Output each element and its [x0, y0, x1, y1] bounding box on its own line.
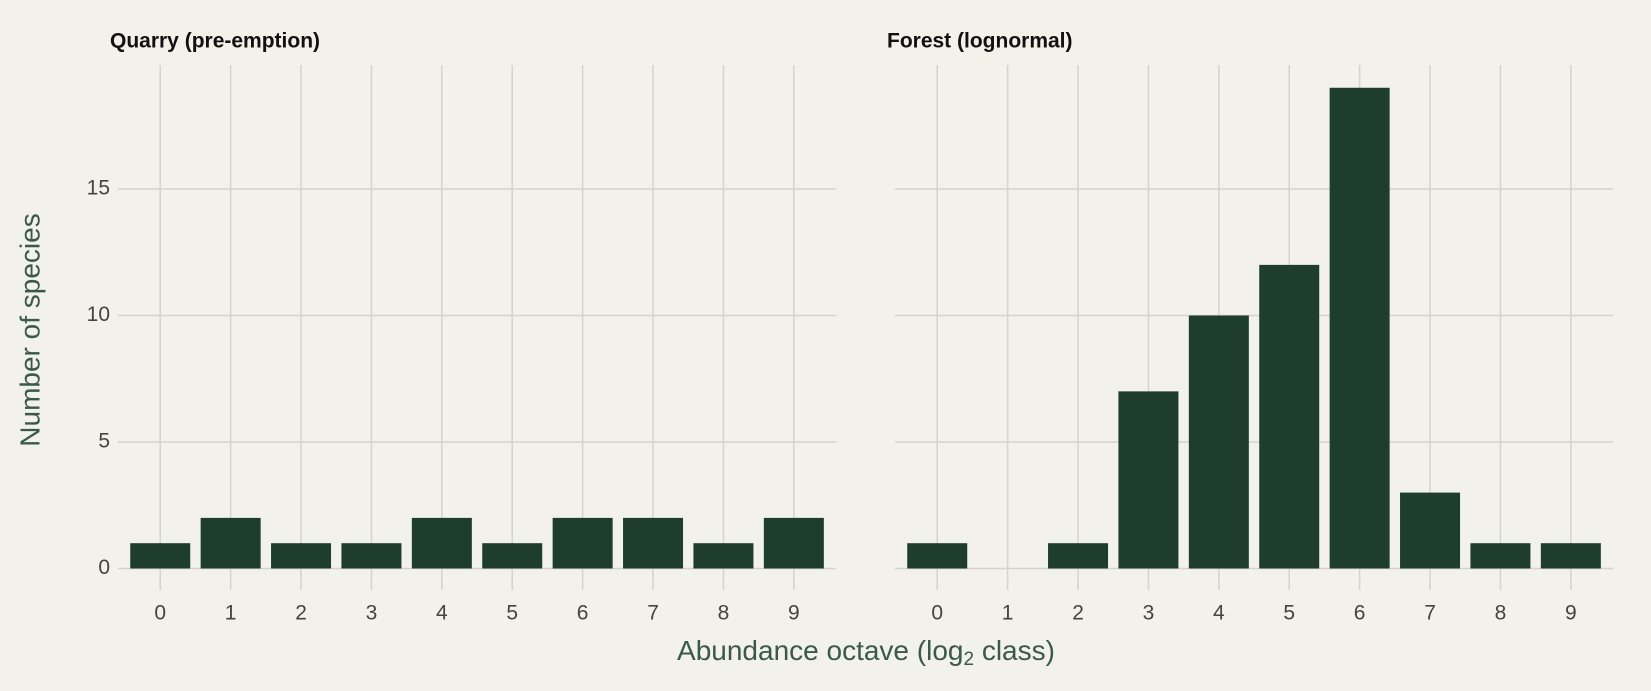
x-tick-label: 5 [506, 602, 518, 625]
x-tick-label: 3 [1143, 602, 1155, 625]
bar [341, 543, 402, 569]
x-tick-label: 6 [577, 602, 589, 625]
bar [1329, 87, 1390, 569]
bar [411, 517, 472, 569]
x-axis-title-part: Abundance octave (log [677, 635, 963, 666]
bar [1188, 315, 1249, 569]
bar [1048, 543, 1109, 569]
bar [482, 543, 543, 569]
bar [1118, 391, 1179, 569]
x-tick-label: 1 [225, 602, 237, 625]
x-tick-label: 5 [1283, 602, 1295, 625]
x-tick-label: 2 [1072, 602, 1084, 625]
bar [1400, 492, 1461, 569]
x-tick-label: 8 [718, 602, 730, 625]
y-tick-label: 15 [87, 177, 110, 200]
bar [552, 517, 613, 569]
x-tick-label: 1 [1002, 602, 1014, 625]
x-axis-title-sub: 2 [963, 649, 974, 670]
y-axis-title: Number of species [14, 213, 45, 446]
x-tick-label: 6 [1354, 602, 1366, 625]
y-tick-label: 0 [98, 556, 110, 579]
bar [1470, 543, 1531, 569]
x-tick-label: 8 [1495, 602, 1507, 625]
bar [623, 517, 684, 569]
panel-title: Forest (lognormal) [887, 30, 1073, 53]
x-tick-label: 9 [1565, 602, 1577, 625]
x-tick-label: 0 [931, 602, 943, 625]
bar [271, 543, 332, 569]
bar [693, 543, 754, 569]
panel-title: Quarry (pre-emption) [110, 30, 320, 53]
x-tick-label: 4 [1213, 602, 1225, 625]
bar [763, 517, 824, 569]
bar [1540, 543, 1601, 569]
x-axis-title: Abundance octave (log2 class) [677, 635, 1055, 670]
x-tick-label: 4 [436, 602, 448, 625]
x-tick-label: 3 [366, 602, 378, 625]
bar [907, 543, 968, 569]
x-tick-label: 7 [647, 602, 659, 625]
bar [130, 543, 191, 569]
x-axis-title-part: class) [974, 635, 1055, 666]
x-tick-label: 7 [1424, 602, 1436, 625]
bar [1259, 264, 1320, 569]
x-tick-label: 0 [154, 602, 166, 625]
y-tick-label: 5 [98, 430, 110, 453]
x-tick-label: 2 [295, 602, 307, 625]
y-tick-label: 10 [87, 303, 110, 326]
x-tick-label: 9 [788, 602, 800, 625]
bar [200, 517, 261, 569]
